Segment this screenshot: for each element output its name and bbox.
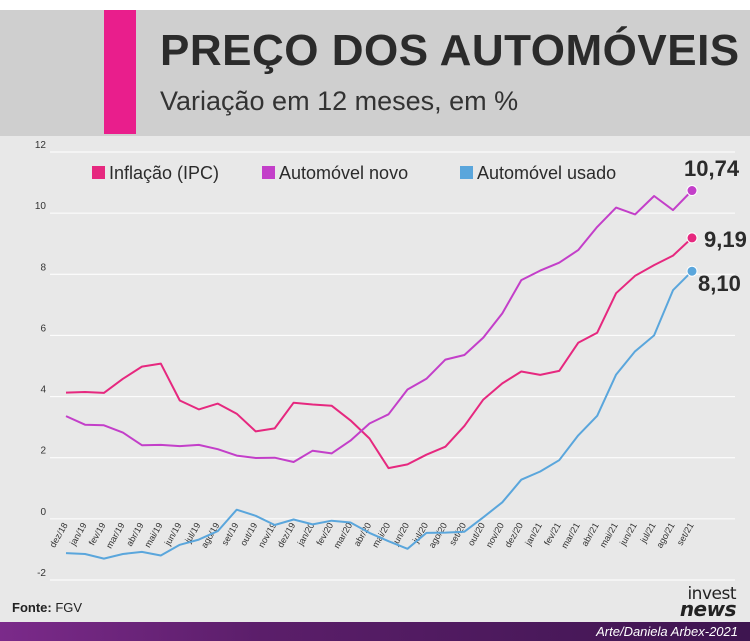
logo-text-news: news	[679, 597, 737, 621]
x-tick-label: set/20	[447, 521, 468, 547]
x-tick-label: dez/18	[48, 521, 70, 549]
y-tick-label: 0	[40, 507, 46, 518]
legend-label: Automóvel usado	[477, 163, 616, 183]
y-tick-label: 8	[40, 262, 46, 273]
x-tick-label: jun/21	[617, 521, 638, 548]
source-value: FGV	[55, 600, 83, 615]
series-line-2	[65, 270, 693, 560]
end-value-label: 9,19	[704, 227, 747, 252]
x-tick-label: jul/21	[638, 521, 658, 545]
end-value-label: 8,10	[698, 271, 741, 296]
x-tick-label: set/21	[675, 521, 696, 547]
x-tick-label: ago/20	[427, 521, 449, 550]
y-tick-label: 4	[40, 385, 46, 396]
source-note: Fonte: FGV	[12, 600, 82, 615]
y-tick-label: 12	[35, 140, 47, 151]
legend-swatch	[460, 166, 473, 179]
end-point-marker	[686, 232, 698, 244]
legend-label: Inflação (IPC)	[109, 163, 219, 183]
x-tick-label: dez/20	[503, 521, 525, 549]
legend-swatch	[92, 166, 105, 179]
y-tick-label: 10	[35, 201, 47, 212]
y-tick-label: 6	[40, 323, 46, 334]
x-tick-label: jan/21	[523, 521, 544, 548]
header-band: PREÇO DOS AUTOMÓVEIS Variação em 12 mese…	[0, 0, 750, 136]
legend-swatch	[262, 166, 275, 179]
x-tick-label: mai/21	[598, 521, 620, 549]
series-line-0	[65, 237, 693, 470]
end-value-label: 10,74	[684, 156, 740, 181]
credit-text: Arte/Daniela Arbex-2021	[596, 624, 738, 639]
logo-text-invest: invest	[687, 584, 736, 604]
x-tick-label: mar/19	[104, 521, 127, 550]
x-tick-label: mai/19	[142, 521, 164, 549]
x-tick-label: jan/19	[67, 521, 88, 548]
footer-bar: Arte/Daniela Arbex-2021	[0, 622, 750, 641]
chart-subtitle: Variação em 12 meses, em %	[160, 86, 519, 116]
x-tick-label: ago/21	[654, 521, 676, 550]
x-tick-label: mar/21	[559, 521, 582, 550]
chart-title: PREÇO DOS AUTOMÓVEIS	[160, 26, 740, 75]
line-chart: -2024681012dez/18jan/19fev/19mar/19abr/1…	[35, 140, 747, 581]
series-line-1	[65, 189, 693, 463]
y-tick-label: 2	[40, 446, 46, 457]
y-tick-label: -2	[37, 568, 46, 579]
chart-area: -2 0 2 4 6 8 10 12 dez/18 jan/19 fev/19 mar/19 abr/1…	[0, 136, 750, 596]
x-tick-label: dez/19	[275, 521, 297, 549]
end-point-marker	[686, 185, 698, 197]
end-point-marker	[686, 265, 698, 277]
source-label: Fonte:	[12, 600, 52, 615]
accent-bar	[104, 10, 136, 134]
investnews-logo: invest news	[646, 584, 737, 624]
x-tick-label: mar/20	[332, 521, 355, 550]
legend-label: Automóvel novo	[279, 163, 408, 183]
